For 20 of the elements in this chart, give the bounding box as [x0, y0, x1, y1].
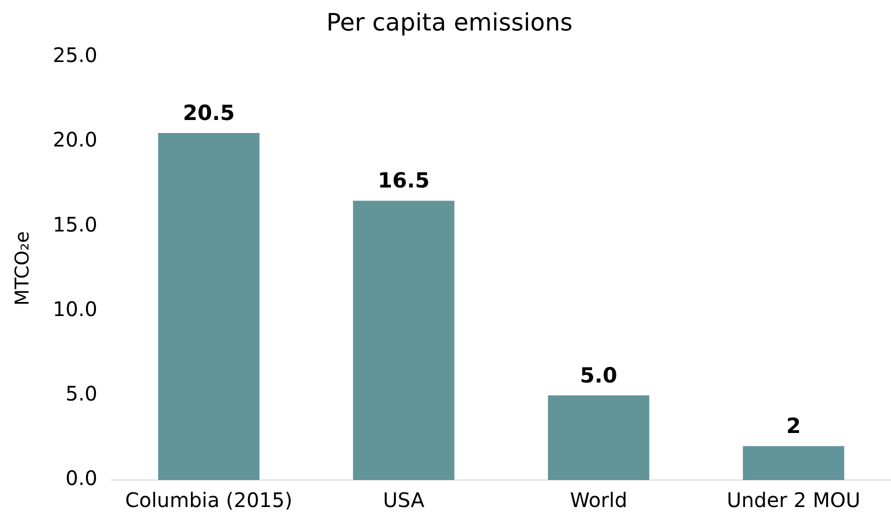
bar — [158, 132, 260, 480]
y-tick-label: 25.0 — [52, 43, 98, 68]
data-label: 16.5 — [378, 168, 430, 193]
data-label: 5.0 — [580, 363, 618, 388]
bar — [353, 200, 454, 480]
y-axis-title: MTCO₂e — [11, 231, 34, 306]
y-tick-label: 15.0 — [52, 212, 98, 236]
y-tick-label: 0.0 — [66, 466, 98, 490]
y-tick-label: 5.0 — [66, 382, 98, 406]
x-tick-label: USA — [383, 488, 425, 512]
x-tick-label: Under 2 MOU — [726, 488, 860, 512]
x-tick-label: Columbia (2015) — [125, 488, 292, 512]
bar — [548, 395, 650, 480]
bar — [742, 446, 844, 480]
data-label: 20.5 — [182, 100, 235, 125]
data-label: 2 — [786, 414, 801, 438]
x-tick-label: World — [570, 488, 628, 512]
chart-title: Per capita emissions — [326, 8, 573, 37]
y-tick-label: 10.0 — [52, 296, 98, 321]
y-tick-label: 20.0 — [52, 128, 98, 152]
